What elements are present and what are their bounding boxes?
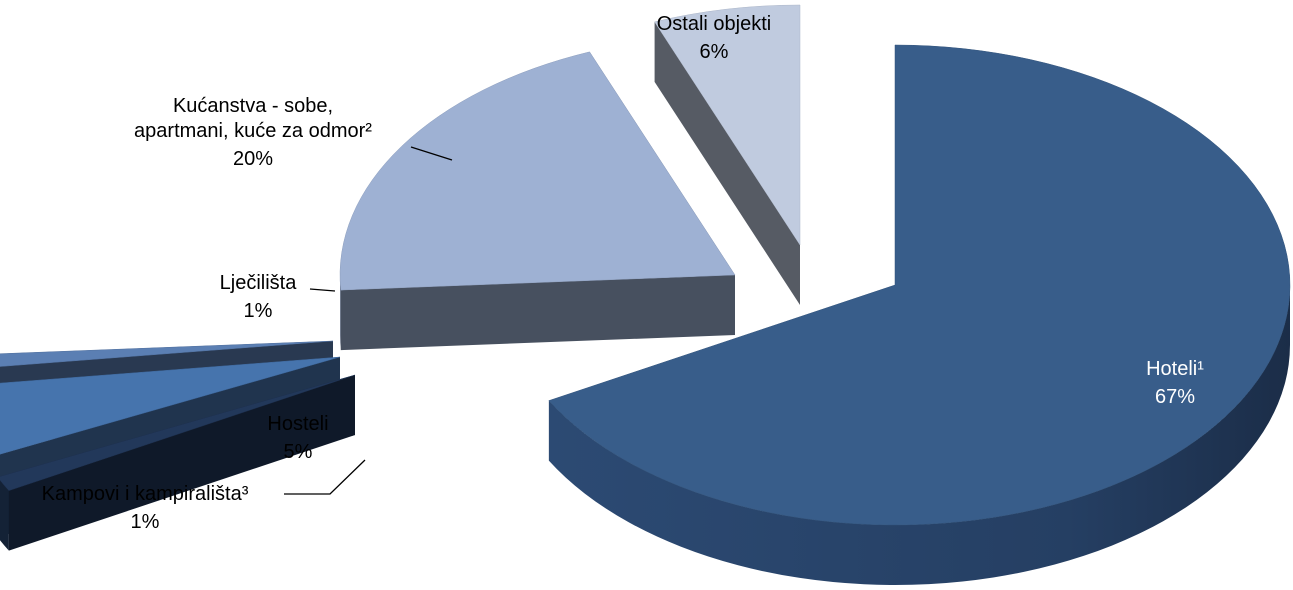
slice-kampovi-i-kampiralista-outer bbox=[0, 480, 9, 551]
kucanstva-sobe-apartmani-kuce-za-odmor-name-line-2: apartmani, kuće za odmor² bbox=[134, 120, 372, 142]
slice-hosteli bbox=[0, 356, 341, 455]
slice-kucanstva-sobe-apartmani-kuce-za-odmor-outer bbox=[340, 275, 341, 351]
kucanstva-sobe-apartmani-kuce-za-odmor-name-line-1: Kućanstva - sobe, bbox=[173, 95, 333, 117]
ljecilista-leader-line bbox=[309, 288, 336, 292]
kampovi-i-kampiralista-label: Kampovi i kampirališta³ 1% bbox=[42, 483, 249, 533]
hosteli-value-label: 5% bbox=[284, 441, 313, 463]
slice-kucanstva-sobe-apartmani-kuce-za-odmor bbox=[339, 51, 736, 291]
kampovi-i-kampiralista-name-line-1: Kampovi i kampirališta³ bbox=[42, 483, 249, 505]
ostali-objekti-label: Ostali objekti 6% bbox=[657, 13, 772, 63]
ljecilista-label: Lječilišta 1% bbox=[220, 272, 298, 322]
slice-ostali-objekti bbox=[654, 4, 801, 246]
kampovi-i-kampiralista-leader-line bbox=[284, 459, 366, 495]
hoteli-label: Hoteli¹ 67% bbox=[1146, 358, 1204, 408]
hoteli-value-label: 67% bbox=[1155, 386, 1195, 408]
hoteli-name-line-1: Hoteli¹ bbox=[1146, 358, 1204, 380]
slice-ljecilista bbox=[0, 340, 334, 367]
ljecilista-name-line-1: Lječilišta bbox=[220, 272, 298, 294]
hosteli-name-line-1: Hosteli bbox=[267, 413, 328, 435]
slice-hoteli bbox=[548, 44, 1291, 526]
slice-ostali-objekti-side-2 bbox=[654, 21, 800, 306]
slice-hoteli-outer bbox=[548, 285, 1290, 586]
slice-kampovi-i-kampiralista-side-2 bbox=[8, 375, 356, 551]
kucanstva-sobe-apartmani-kuce-za-odmor-leader-line bbox=[410, 146, 453, 161]
ostali-objekti-value-label: 6% bbox=[700, 41, 729, 63]
kampovi-i-kampiralista-value-label: 1% bbox=[131, 511, 160, 533]
slice-kucanstva-sobe-apartmani-kuce-za-odmor-side-2 bbox=[340, 275, 735, 351]
ljecilista-value-label: 1% bbox=[244, 300, 273, 322]
hosteli-label: Hosteli 5% bbox=[267, 413, 328, 463]
kucanstva-sobe-apartmani-kuce-za-odmor-value-label: 20% bbox=[233, 148, 273, 170]
slice-kampovi-i-kampiralista bbox=[0, 374, 356, 491]
ostali-objekti-name-line-1: Ostali objekti bbox=[657, 13, 772, 35]
kucanstva-sobe-apartmani-kuce-za-odmor-label: Kućanstva - sobe, apartmani, kuće za odmo… bbox=[134, 95, 372, 170]
